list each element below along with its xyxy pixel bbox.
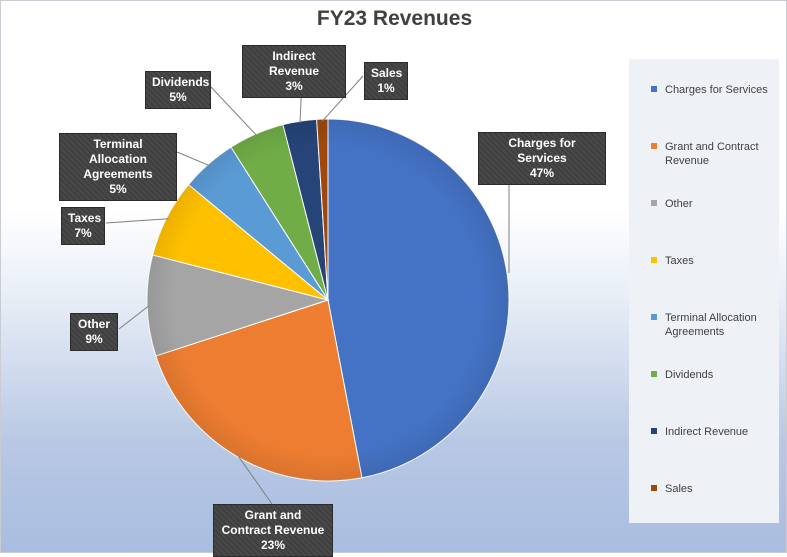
callout-other: Other 9%: [70, 313, 118, 351]
callout-name: Indirect Revenue: [268, 49, 320, 78]
legend-swatch: [651, 143, 657, 149]
callout-name: Grant and Contract Revenue: [221, 508, 325, 537]
callout-terminal-allocation-agreements: Terminal Allocation Agreements 5%: [59, 133, 177, 201]
legend-swatch: [651, 314, 657, 320]
legend-swatch: [651, 257, 657, 263]
callout-value: 1%: [377, 81, 395, 95]
callout-value: 23%: [260, 538, 286, 552]
pie-shading: [147, 119, 509, 481]
callout-name: Other: [77, 317, 110, 331]
legend-label: Indirect Revenue: [665, 426, 749, 438]
callout-name: Charges for Services: [508, 136, 576, 165]
leader-line: [176, 151, 210, 167]
legend-label: Terminal Allocation Agreements: [665, 312, 757, 338]
legend-label: Other: [665, 198, 693, 210]
callout-sales: Sales 1%: [364, 62, 408, 100]
callout-taxes: Taxes 7%: [61, 207, 105, 245]
callout-value: 5%: [169, 90, 187, 104]
leader-line: [210, 86, 258, 137]
legend-swatch: [651, 428, 657, 434]
leader-line: [105, 218, 169, 224]
callout-name: Sales: [371, 66, 403, 80]
legend-label: Dividends: [665, 369, 714, 381]
callout-value: 7%: [74, 226, 92, 240]
leader-line: [322, 75, 364, 122]
legend-label: Charges for Services: [665, 84, 768, 96]
legend-label: Taxes: [665, 255, 694, 267]
legend-item-taxes: Taxes: [639, 254, 774, 268]
legend-item-dividends: Dividends: [639, 368, 774, 382]
legend-item-charges-for-services: Charges for Services: [639, 83, 774, 97]
callout-name: Dividends: [152, 75, 210, 89]
legend-item-sales: Sales: [639, 482, 774, 496]
legend-swatch: [651, 485, 657, 491]
callout-charges-for-services: Charges for Services 47%: [478, 132, 606, 185]
callout-dividends: Dividends 5%: [145, 71, 211, 109]
leader-line: [236, 453, 273, 505]
callout-value: 5%: [109, 182, 127, 196]
legend-swatch: [651, 371, 657, 377]
legend-item-other: Other: [639, 197, 774, 211]
legend-item-terminal-allocation-agreements: Terminal Allocation Agreements: [639, 311, 774, 339]
legend-item-grant-and-contract-revenue: Grant and Contract Revenue: [639, 140, 774, 168]
callout-value: 9%: [85, 332, 103, 346]
callout-value: 3%: [285, 79, 303, 93]
leader-line: [118, 305, 150, 330]
legend-swatch: [651, 200, 657, 206]
legend-label: Sales: [665, 483, 693, 495]
callout-indirect-revenue: Indirect Revenue 3%: [242, 45, 346, 98]
chart-title: FY23 Revenues: [316, 7, 473, 30]
legend-swatch: [651, 86, 657, 92]
callout-name: Terminal Allocation Agreements: [83, 137, 153, 181]
callout-value: 47%: [529, 166, 555, 180]
legend-item-indirect-revenue: Indirect Revenue: [639, 425, 774, 439]
callout-grant-and-contract-revenue: Grant and Contract Revenue 23%: [213, 504, 333, 557]
callout-name: Taxes: [68, 211, 102, 225]
legend: Charges for Services Grant and Contract …: [629, 59, 779, 523]
legend-label: Grant and Contract Revenue: [665, 141, 759, 167]
